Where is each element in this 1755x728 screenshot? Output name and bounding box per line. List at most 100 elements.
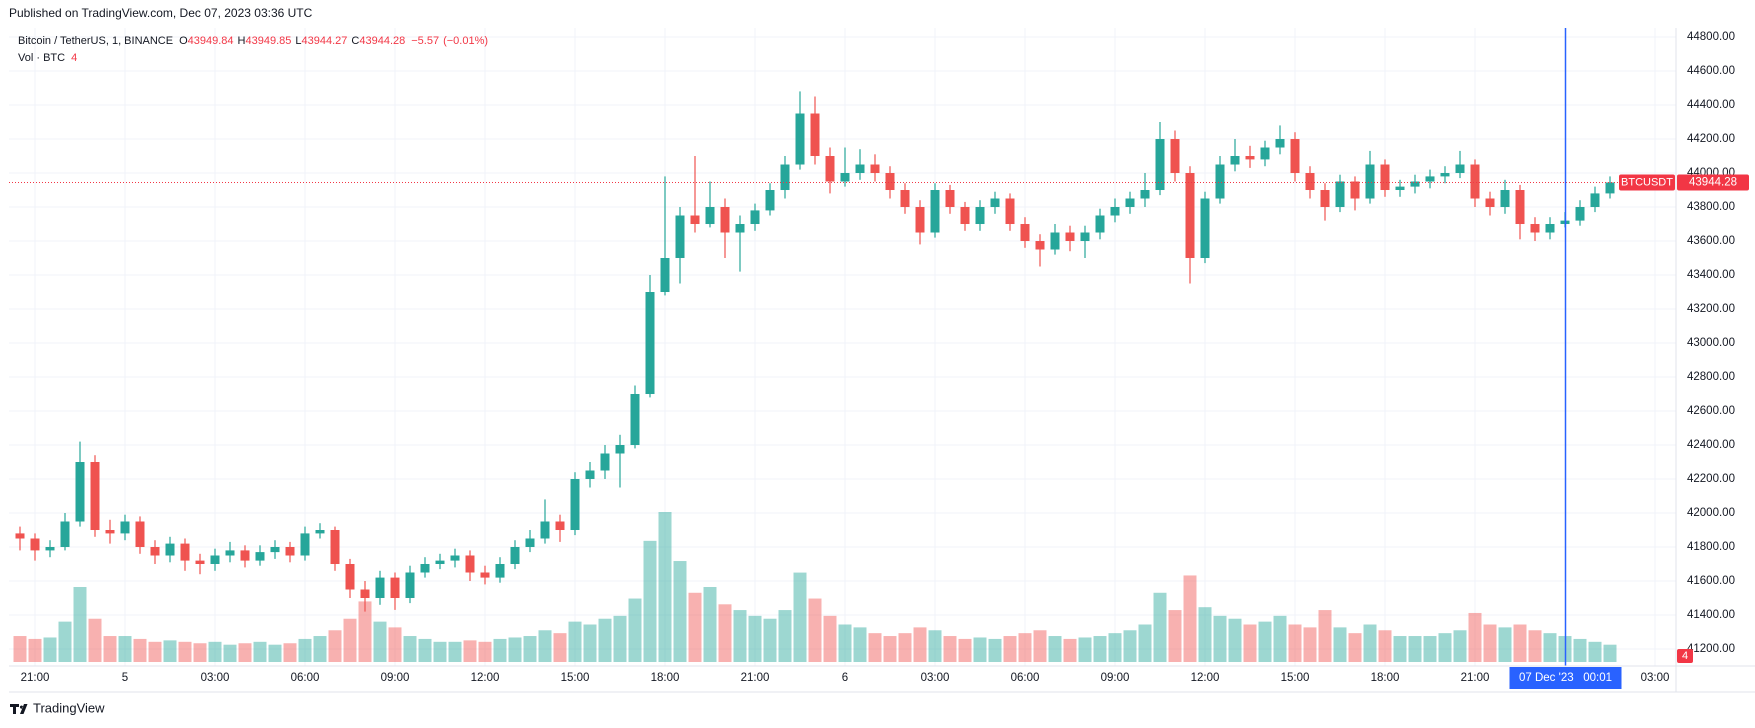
- candle-body: [1200, 198, 1210, 259]
- volume-bar: [808, 598, 822, 662]
- candle-body: [1230, 156, 1240, 165]
- volume-bar: [1168, 610, 1182, 662]
- x-tick-label: 03:00: [1641, 672, 1670, 684]
- candle-body: [615, 445, 625, 454]
- volume-bar: [58, 621, 72, 662]
- volume-bar: [298, 638, 312, 662]
- candle-body: [30, 538, 40, 551]
- legend-label: H: [238, 35, 246, 47]
- volume-bar: [148, 641, 162, 662]
- candle-body: [1455, 164, 1465, 174]
- candle-body: [1575, 207, 1585, 221]
- crosshair-badge: [1509, 667, 1622, 689]
- volume-bar: [913, 627, 927, 662]
- candle-body: [210, 555, 220, 565]
- candle-body: [1125, 198, 1135, 208]
- volume-bar: [883, 636, 897, 662]
- volume-bar: [1153, 592, 1167, 662]
- volume-bar: [1318, 610, 1332, 662]
- candle-body: [915, 207, 925, 233]
- volume-legend-label: Vol · BTC: [18, 52, 65, 64]
- volume-bar: [1483, 624, 1497, 662]
- volume-bar: [133, 638, 147, 662]
- candle-body: [90, 462, 100, 531]
- volume-bar: [1348, 633, 1362, 662]
- y-tick-label: 41600.00: [1687, 575, 1735, 587]
- y-tick-label: 43200.00: [1687, 303, 1735, 315]
- candle-body: [720, 207, 730, 233]
- candle-body: [1485, 198, 1495, 208]
- candle-body: [1545, 224, 1555, 233]
- y-tick-label: 43000.00: [1687, 337, 1735, 349]
- candle-body: [270, 547, 280, 553]
- symbol-label: BTCUSDT: [1621, 176, 1673, 188]
- volume-bar: [658, 512, 672, 662]
- volume-bar: [178, 641, 192, 662]
- volume-bar: [1108, 633, 1122, 662]
- volume-bar: [1078, 637, 1092, 662]
- volume-bar: [838, 624, 852, 662]
- x-tick-label: 06:00: [291, 672, 320, 684]
- x-tick-label: 06:00: [1011, 672, 1040, 684]
- candle-body: [1440, 173, 1450, 177]
- x-tick-label: 15:00: [561, 672, 590, 684]
- y-tick-label: 42400.00: [1687, 439, 1735, 451]
- volume-bar: [493, 638, 507, 662]
- volume-bar: [1198, 607, 1212, 662]
- volume-bar: [328, 630, 342, 662]
- volume-bar: [868, 633, 882, 662]
- candle-body: [825, 156, 835, 182]
- volume-bar: [463, 640, 477, 662]
- volume-bar: [238, 643, 252, 662]
- candle-body: [1155, 139, 1165, 191]
- candle-body: [660, 258, 670, 293]
- candle-body: [1215, 164, 1225, 199]
- candle-body: [930, 190, 940, 233]
- volume-bar: [958, 638, 972, 662]
- volume-bar: [1468, 612, 1482, 662]
- footer-logo: [10, 704, 28, 714]
- candle-body: [1305, 173, 1315, 191]
- volume-bar: [1408, 636, 1422, 662]
- volume-bar: [793, 572, 807, 662]
- x-tick-label: 18:00: [651, 672, 680, 684]
- volume-bar: [418, 638, 432, 662]
- candle-body: [375, 577, 385, 599]
- volume-layer: [13, 512, 1617, 662]
- candle-body: [1170, 139, 1180, 174]
- volume-bar: [358, 601, 372, 662]
- published-note: Published on TradingView.com, Dec 07, 20…: [9, 6, 313, 20]
- y-tick-label: 42600.00: [1687, 405, 1735, 417]
- candle-body: [600, 453, 610, 471]
- candle-body: [1410, 181, 1420, 187]
- candle-body: [945, 190, 955, 208]
- volume-bar: [1363, 624, 1377, 662]
- x-tick-label: 5: [122, 672, 128, 684]
- volume-bar: [223, 644, 237, 662]
- volume-bar: [373, 621, 387, 662]
- candle-body: [1260, 147, 1270, 160]
- volume-bar: [163, 640, 177, 662]
- y-tick-label: 41200.00: [1687, 643, 1735, 655]
- candle-body: [840, 173, 850, 182]
- volume-bar: [853, 627, 867, 662]
- footer-brand: TradingView: [33, 700, 105, 715]
- symbol-badge: [1619, 174, 1675, 191]
- candle-body: [1350, 181, 1360, 199]
- x-tick-label: 21:00: [741, 672, 770, 684]
- x-tick-label: 09:00: [1101, 672, 1130, 684]
- candle-body: [1275, 139, 1285, 148]
- x-tick-label: 03:00: [921, 672, 950, 684]
- y-tick-label: 42000.00: [1687, 507, 1735, 519]
- volume-bar: [343, 618, 357, 662]
- volume-bar: [553, 633, 567, 662]
- volume-bar: [313, 636, 327, 662]
- volume-bar: [1333, 627, 1347, 662]
- candle-body: [1500, 190, 1510, 208]
- volume-bar: [538, 630, 552, 662]
- volume-bar: [478, 641, 492, 662]
- candle-body: [510, 547, 520, 565]
- volume-bar: [688, 592, 702, 662]
